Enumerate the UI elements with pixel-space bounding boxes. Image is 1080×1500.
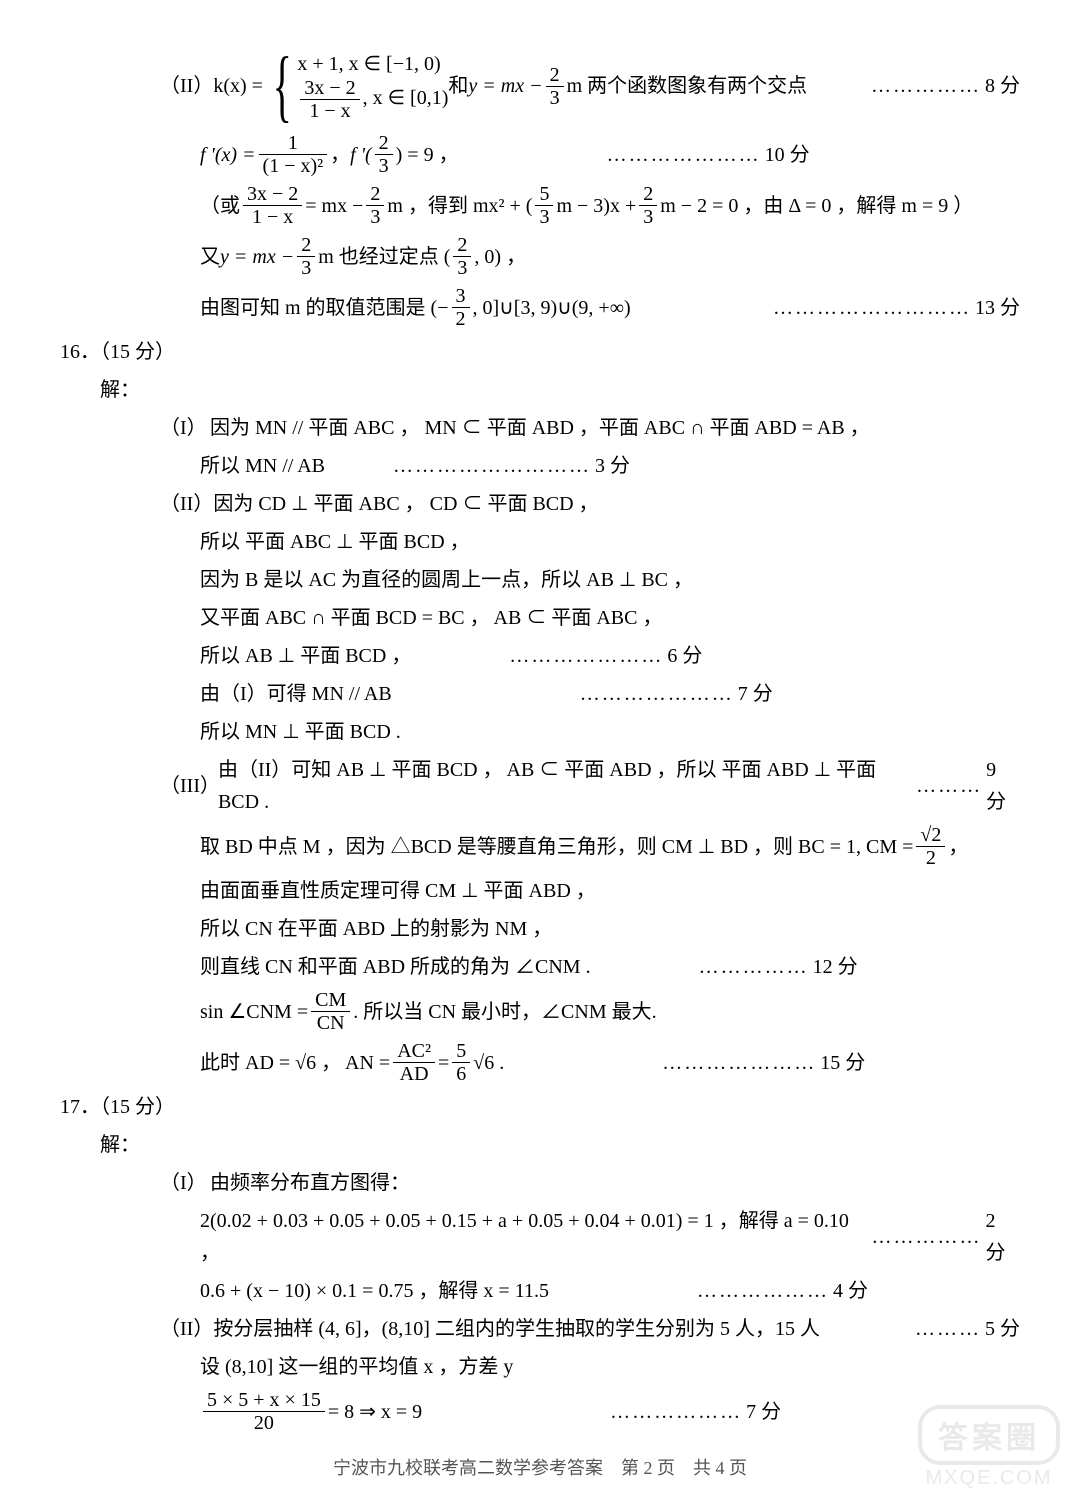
watermark-bottom: MXQE.COM [918, 1467, 1060, 1490]
score: 10 分 [765, 139, 810, 171]
q16-solve: 解： [60, 374, 1020, 406]
q16-i-l2: 所以 MN // AB ……………………… 3 分 [60, 450, 1020, 482]
q16-ii-l2: 所以 平面 ABC ⊥ 平面 BCD ， [200, 526, 470, 558]
q16-iii-l6: sin ∠CNM = CM CN . 所以当 CN 最小时，∠CNM 最大. [60, 989, 1020, 1034]
q16-iii-l5: 则直线 CN 和平面 ABD 所成的角为 ∠CNM . …………… 12 分 [60, 951, 1020, 983]
q15-or: （或 3x − 2 1 − x = mx − 2 3 m ，得到 mx² + (… [60, 183, 1020, 228]
q17-ii-l3: 5 × 5 + x × 15 20 = 8 ⇒ x = 9 ……………… 7 分 [60, 1389, 1020, 1434]
q15-fprime: f '(x) = 1 (1 − x)² ， f '( 2 3 ) = 9 ， …… [60, 132, 1020, 177]
q16-iii-l1: （III） 由（II）可知 AB ⊥ 平面 BCD ， AB ⊂ 平面 ABD … [60, 754, 1020, 818]
q16-ii-l5: 所以 AB ⊥ 平面 BCD ， ………………… 6 分 [60, 640, 1020, 672]
brace-icon: { [273, 46, 292, 126]
piecewise: x + 1, x ∈ [−1, 0) 3x − 2 1 − x , x ∈ [0… [297, 51, 448, 122]
frac-2-3b: 2 3 [375, 132, 393, 177]
q17-header: 17．（15 分） [60, 1091, 1020, 1123]
q16-ii-l3: 因为 B 是以 AC 为直径的圆周上一点，所以 AB ⊥ BC ， [200, 564, 693, 596]
q16-iii-l2: 取 BD 中点 M ，因为 △BCD 是等腰直角三角形，则 CM ⊥ BD ，则… [60, 824, 1020, 869]
dots: ………………… [607, 139, 761, 171]
q16-i-l1: （I） 因为 MN // 平面 ABC ， MN ⊂ 平面 ABD ，平面 AB… [60, 412, 1020, 444]
q16-ii-l6: 由（I）可得 MN // AB ………………… 7 分 [60, 678, 1020, 710]
text: m 两个函数图象有两个交点 [567, 70, 808, 102]
dots: …………… [871, 70, 981, 102]
q16-iii-l7: 此时 AD = √6 ， AN = AC² AD = 5 6 √6 . …………… [60, 1040, 1020, 1085]
dots: ……………………… [773, 292, 971, 324]
score: 8 分 [985, 70, 1020, 102]
kx-eq: k(x) = [213, 70, 263, 102]
fprime: f '(x) = [200, 139, 256, 171]
piece1: x + 1, x ∈ [−1, 0) [297, 51, 448, 77]
q16-ii-l1: （II） 因为 CD ⊥ 平面 ABC ， CD ⊂ 平面 BCD ， [60, 488, 1020, 520]
watermark-top: 答案圈 [918, 1405, 1060, 1465]
frac-fp: 1 (1 − x)² [259, 132, 328, 177]
q16-iii-l4: 所以 CN 在平面 ABD 上的射影为 NM ， [200, 913, 552, 945]
q17-i-l3: 0.6 + (x − 10) × 0.1 = 0.75 ，解得 x = 11.5… [60, 1275, 1020, 1307]
q17-i-l1: （I） 由频率分布直方图得： [60, 1167, 1020, 1199]
q15-range: 由图可知 m 的取值范围是 (− 3 2 , 0]∪[3, 9)∪(9, +∞)… [60, 285, 1020, 330]
q15-again: 又 y = mx − 2 3 m 也经过定点 ( 2 3 , 0) ， [60, 234, 1020, 279]
text: 和 [448, 70, 468, 102]
q17-solve: 解： [60, 1129, 1020, 1161]
frac-2-3: 2 3 [546, 64, 564, 109]
q16-iii-l3: 由面面垂直性质定理可得 CM ⊥ 平面 ABD ， [200, 875, 596, 907]
q17-i-l2: 2(0.02 + 0.03 + 0.05 + 0.05 + 0.15 + a +… [60, 1205, 1020, 1269]
q16-header: 16．（15 分） [60, 336, 1020, 368]
score: 13 分 [975, 292, 1020, 324]
page-footer: 宁波市九校联考高二数学参考答案 第 2 页 共 4 页 [60, 1454, 1020, 1480]
q16-ii-l4: 又平面 ABC ∩ 平面 BCD = BC ， AB ⊂ 平面 ABC ， [200, 602, 662, 634]
piece2: 3x − 2 1 − x , x ∈ [0,1) [297, 77, 448, 122]
q17-ii-l1: （II） 按分层抽样 (4, 6]，(8,10] 二组内的学生抽取的学生分别为 … [60, 1313, 1020, 1345]
y-eq: y = mx − [468, 70, 542, 102]
watermark: 答案圈 MXQE.COM [918, 1405, 1060, 1490]
document-page: （II） k(x) = { x + 1, x ∈ [−1, 0) 3x − 2 … [0, 0, 1080, 1500]
q16-ii-l7: 所以 MN ⊥ 平面 BCD . [200, 716, 401, 748]
q15-ii-line1: （II） k(x) = { x + 1, x ∈ [−1, 0) 3x − 2 … [60, 46, 1020, 126]
part-label: （II） [160, 70, 213, 102]
q17-ii-l2: 设 (8,10] 这一组的平均值 x ，方差 y [200, 1351, 513, 1383]
frac-3x2: 3x − 2 1 − x [300, 77, 359, 122]
